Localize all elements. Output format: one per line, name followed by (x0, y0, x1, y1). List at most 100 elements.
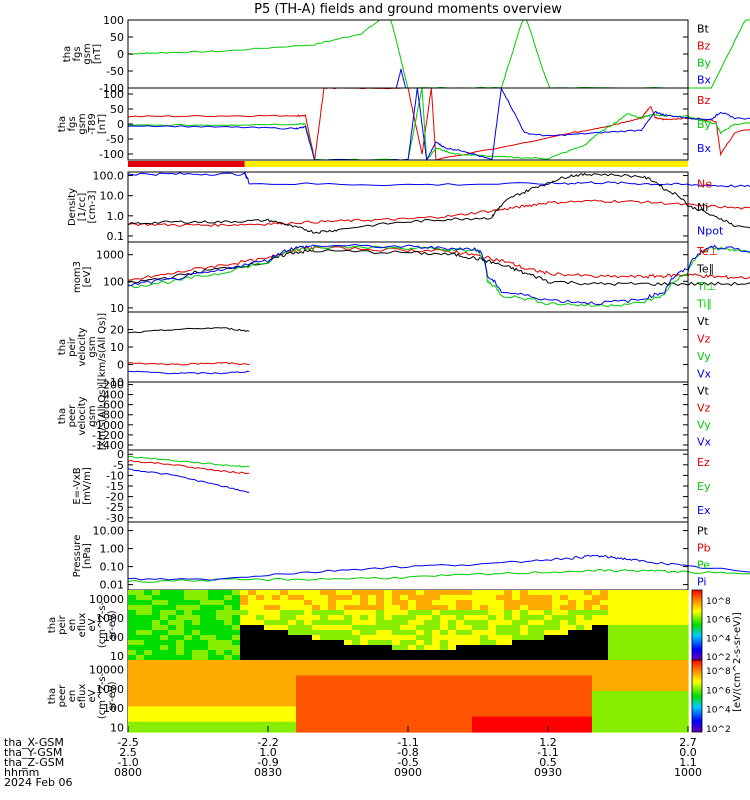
heatmap-cell (240, 590, 249, 596)
heatmap-cell (328, 685, 337, 692)
heatmap-cell (504, 605, 513, 611)
heatmap-cell (344, 655, 353, 661)
heatmap-cell (568, 625, 577, 631)
heatmap-cell (528, 600, 537, 606)
heatmap-cell (632, 675, 641, 682)
heatmap-cell (448, 685, 457, 692)
heatmap-cell (448, 610, 457, 616)
heatmap-cell (416, 680, 425, 687)
heatmap-cell (544, 711, 553, 718)
heatmap-cell (416, 595, 425, 601)
heatmap-cell (464, 650, 473, 656)
heatmap-cell (168, 645, 177, 651)
heatmap-cell (432, 716, 441, 723)
heatmap-cell (488, 640, 497, 646)
heatmap-cell (448, 590, 457, 596)
heatmap-cell (472, 590, 481, 596)
heatmap-cell (456, 605, 465, 611)
panel-frame (127, 19, 689, 89)
heatmap-cell (440, 615, 449, 621)
heatmap-cell (320, 600, 329, 606)
spectrogram-layer (128, 590, 689, 733)
heatmap-cell (496, 600, 505, 606)
heatmap-cell (536, 711, 545, 718)
heatmap-cell (440, 620, 449, 626)
y-axis-label: fgs (67, 116, 78, 131)
heatmap-cell (576, 706, 585, 713)
heatmap-cell (480, 650, 489, 656)
heatmap-cell (640, 721, 649, 728)
heatmap-cell (488, 721, 497, 728)
heatmap-cell (336, 630, 345, 636)
y-tick-label: -600 (99, 399, 124, 412)
heatmap-cell (640, 610, 649, 616)
heatmap-cell (400, 690, 409, 697)
heatmap-cell (672, 670, 681, 677)
heatmap-cell (272, 711, 281, 718)
heatmap-cell (408, 620, 417, 626)
heatmap-cell (568, 630, 577, 636)
heatmap-cell (264, 716, 273, 723)
heatmap-cell (168, 610, 177, 616)
y-tick-label: 1000 (96, 683, 124, 696)
heatmap-cell (416, 685, 425, 692)
y-tick-label: 1.0 (107, 210, 125, 223)
heatmap-cell (208, 721, 217, 728)
heatmap-cell (448, 701, 457, 707)
heatmap-cell (632, 615, 641, 621)
heatmap-cell (680, 690, 689, 697)
heatmap-cell (680, 640, 689, 646)
heatmap-cell (560, 670, 569, 677)
heatmap-cell (520, 595, 529, 601)
series-line-Vz (127, 361, 250, 366)
heatmap-cell (144, 721, 153, 728)
heatmap-cell (632, 610, 641, 616)
heatmap-cell (472, 696, 481, 702)
heatmap-cell (576, 675, 585, 682)
heatmap-cell (280, 696, 289, 702)
heatmap-cell (400, 726, 409, 733)
heatmap-cell (664, 670, 673, 677)
heatmap-cell (168, 680, 177, 687)
heatmap-cell (344, 660, 353, 666)
heatmap-cell (200, 665, 209, 671)
heatmap-cell (616, 696, 625, 702)
heatmap-cell (536, 680, 545, 687)
heatmap-cell (680, 630, 689, 636)
heatmap-cell (288, 721, 297, 728)
heatmap-cell (272, 640, 281, 646)
heatmap-cell (440, 595, 449, 601)
heatmap-cell (136, 660, 145, 666)
heatmap-cell (512, 640, 521, 646)
heatmap-cell (352, 701, 361, 707)
heatmap-cell (608, 716, 617, 723)
heatmap-cell (360, 721, 369, 728)
heatmap-cell (440, 721, 449, 728)
heatmap-cell (376, 650, 385, 656)
heatmap-cell (680, 665, 689, 671)
heatmap-cell (368, 655, 377, 661)
heatmap-cell (584, 610, 593, 616)
heatmap-cell (520, 620, 529, 626)
y-axis-label: sr-eV) (107, 681, 118, 710)
legend-Bt: Bt (697, 23, 710, 36)
heatmap-cell (520, 690, 529, 697)
heatmap-cell (224, 590, 233, 596)
heatmap-cell (376, 706, 385, 713)
heatmap-cell (336, 590, 345, 596)
heatmap-cell (608, 630, 617, 636)
heatmap-cell (144, 690, 153, 697)
heatmap-cell (576, 685, 585, 692)
heatmap-cell (344, 605, 353, 611)
heatmap-cell (312, 600, 321, 606)
heatmap-cell (384, 660, 393, 666)
heatmap-cell (152, 701, 161, 707)
heatmap-cell (368, 600, 377, 606)
heatmap-cell (352, 716, 361, 723)
heatmap-cell (256, 620, 265, 626)
heatmap-cell (136, 711, 145, 718)
heatmap-cell (296, 721, 305, 728)
heatmap-cell (184, 625, 193, 631)
heatmap-cell (648, 600, 657, 606)
